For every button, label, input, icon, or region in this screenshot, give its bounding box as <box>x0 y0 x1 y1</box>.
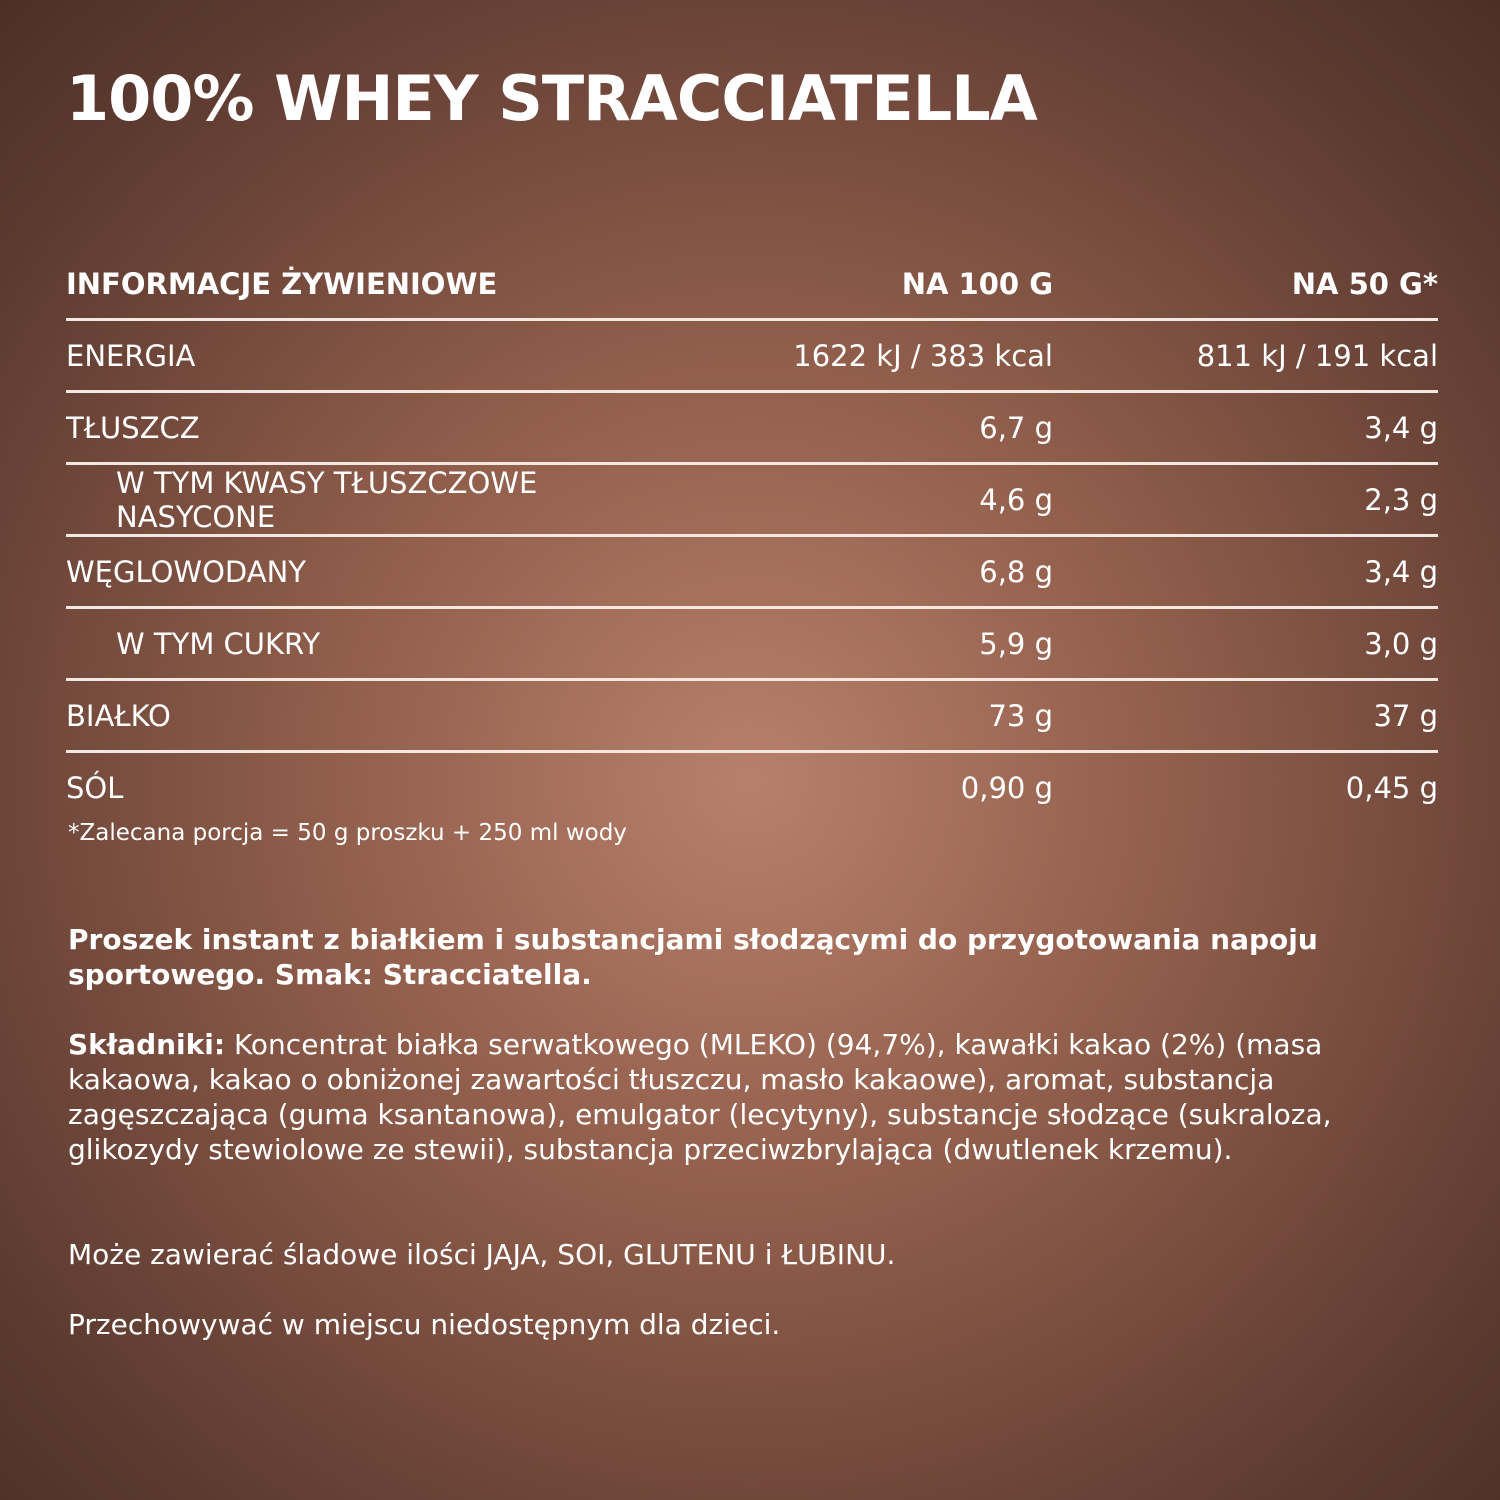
row-label: ENERGIA <box>66 319 653 393</box>
ingredients-label: Składniki: <box>68 1028 226 1061</box>
ingredients-text: Koncentrat białka serwatkowego (MLEKO) (… <box>68 1028 1332 1166</box>
value-per-50g: 2,3 g <box>1053 463 1438 537</box>
value-per-50g: 37 g <box>1053 679 1438 753</box>
product-title: 100% WHEY STRACCIATELLA <box>66 62 1038 135</box>
row-label: W TYM KWASY TŁUSZCZOWE NASYCONE <box>66 463 653 537</box>
header-label: INFORMACJE ŻYWIENIOWE <box>66 250 653 321</box>
footnote: *Zalecana porcja = 50 g proszku + 250 ml… <box>68 820 627 846</box>
value-per-100g: 6,8 g <box>653 535 1053 609</box>
value-per-50g: 0,45 g <box>1345 770 1438 805</box>
table-row: ENERGIA 1622 kJ / 383 kcal 811 kJ / 191 kc… <box>66 319 1438 393</box>
ingredients: Składniki: Koncentrat białka serwatkoweg… <box>68 1027 1448 1167</box>
value-per-100g: 0,90 g <box>960 770 1053 805</box>
value-per-100g: 1622 kJ / 383 kcal <box>653 319 1053 393</box>
row-label: WĘGLOWODANY <box>66 535 653 609</box>
value-per-50g: 3,4 g <box>1053 391 1438 465</box>
value-per-100g: 6,7 g <box>653 391 1053 465</box>
table-header: INFORMACJE ŻYWIENIOWE NA 100 G NA 50 G* <box>66 250 1438 321</box>
table-row: SÓL 0,90 g 0,45 g <box>66 752 1438 823</box>
value-per-50g: 811 kJ / 191 kcal <box>1053 319 1438 393</box>
allergens: Może zawierać śladowe ilości JAJA, SOI, … <box>68 1238 896 1271</box>
description: Proszek instant z białkiem i substancjam… <box>68 922 1448 992</box>
row-label: W TYM CUKRY <box>66 607 653 681</box>
row-label: SÓL <box>66 770 124 805</box>
row-label: BIAŁKO <box>66 679 653 753</box>
storage: Przechowywać w miejscu niedostępnym dla … <box>68 1308 781 1341</box>
table-row: WĘGLOWODANY 6,8 g 3,4 g <box>66 535 1438 609</box>
table-row: W TYM KWASY TŁUSZCZOWE NASYCONE 4,6 g 2,3 … <box>66 463 1438 537</box>
row-label: TŁUSZCZ <box>66 391 653 465</box>
value-per-100g: 4,6 g <box>653 463 1053 537</box>
value-per-50g: 3,4 g <box>1053 535 1438 609</box>
table-row: TŁUSZCZ 6,7 g 3,4 g <box>66 391 1438 465</box>
value-per-50g: 3,0 g <box>1053 607 1438 681</box>
table-row: W TYM CUKRY 5,9 g 3,0 g <box>66 607 1438 681</box>
nutrition-table: INFORMACJE ŻYWIENIOWE NA 100 G NA 50 G* … <box>66 250 1438 822</box>
value-per-100g: 5,9 g <box>653 607 1053 681</box>
header-per-100g: NA 100 G <box>653 250 1053 321</box>
table-row: BIAŁKO 73 g 37 g <box>66 679 1438 753</box>
description-text: Proszek instant z białkiem i substancjam… <box>68 923 1318 991</box>
header-per-50g: NA 50 G* <box>1053 250 1438 321</box>
value-per-100g: 73 g <box>653 679 1053 753</box>
